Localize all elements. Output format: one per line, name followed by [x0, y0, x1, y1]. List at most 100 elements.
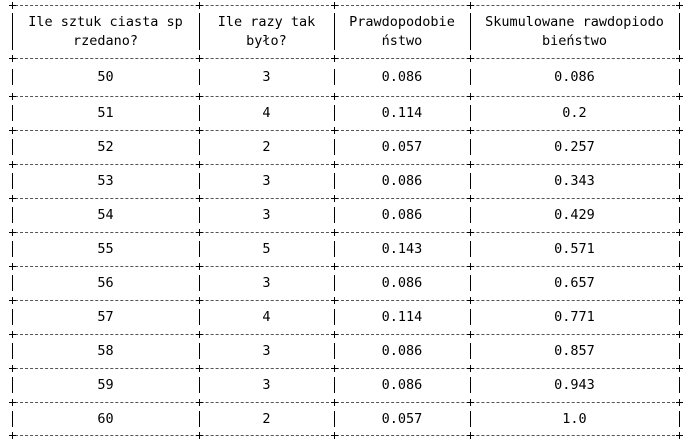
table-cell: 4: [262, 309, 271, 325]
table-corner: [331, 365, 338, 372]
column-separator: [199, 139, 200, 155]
column-separator: [470, 69, 471, 85]
table-corner: [676, 93, 683, 100]
table-corner: [196, 93, 203, 100]
table-corner: [331, 93, 338, 100]
table-cell: 0.571: [554, 241, 595, 257]
table-corner: [331, 432, 338, 439]
table-corner: [467, 432, 474, 439]
table-corner: [467, 365, 474, 372]
column-separator: [199, 377, 200, 393]
table-cell: 3: [262, 275, 271, 291]
column-separator: [12, 275, 13, 291]
column-separator: [334, 309, 335, 325]
column-separator: [334, 13, 335, 50]
table-corner: [676, 399, 683, 406]
table-cell: 0.943: [554, 377, 595, 393]
column-separator: [199, 309, 200, 325]
table-corner: [331, 127, 338, 134]
column-separator: [470, 13, 471, 50]
table-corner: [331, 229, 338, 236]
table-corner: [9, 195, 16, 202]
table-cell: 60: [97, 410, 114, 427]
table-cell: 54: [97, 207, 114, 223]
table-cell: 0.057: [381, 139, 423, 155]
table-corner: [9, 93, 16, 100]
column-separator: [199, 173, 200, 189]
table-corner: [467, 229, 474, 236]
column-separator: [12, 309, 13, 325]
column-separator: [470, 377, 471, 393]
header-rule: [10, 58, 680, 59]
column-separator: [199, 69, 200, 85]
table-corner: [9, 55, 16, 62]
table-cell: 0.086: [381, 343, 423, 359]
table-corner: [467, 297, 474, 304]
table-corner: [467, 2, 474, 9]
table-corner: [196, 55, 203, 62]
table-cell: 0.771: [554, 309, 595, 325]
table-corner: [196, 331, 203, 338]
table-cell: 52: [97, 139, 114, 155]
table-cell: 0.343: [554, 173, 595, 189]
column-separator: [12, 173, 13, 189]
column-separator: [12, 241, 13, 257]
column-separator: [470, 275, 471, 291]
table-corner: [331, 2, 338, 9]
column-separator: [199, 410, 200, 427]
column-separator: [679, 410, 680, 427]
table-cell: 3: [262, 69, 271, 85]
table-corner: [9, 297, 16, 304]
table-cell: 0.086: [381, 275, 423, 291]
row-rule: [10, 164, 680, 165]
column-separator: [679, 207, 680, 223]
column-separator: [12, 410, 13, 427]
column-separator: [679, 105, 680, 121]
column-header-line: Prawdopodobie: [349, 14, 455, 30]
row-rule: [10, 435, 680, 436]
table-cell: 0.257: [554, 139, 595, 155]
column-separator: [679, 275, 680, 291]
table-corner: [9, 229, 16, 236]
table-corner: [196, 297, 203, 304]
table-corner: [467, 263, 474, 270]
table-cell: 3: [262, 343, 271, 359]
table-cell: 0.114: [381, 309, 423, 325]
table-corner: [331, 399, 338, 406]
row-rule: [10, 96, 680, 97]
table-corner: [9, 399, 16, 406]
table-corner: [467, 93, 474, 100]
table-cell: 3: [262, 377, 271, 393]
column-separator: [199, 241, 200, 257]
table-corner: [676, 229, 683, 236]
table-cell: 56: [97, 275, 114, 291]
column-separator: [470, 309, 471, 325]
column-separator: [12, 13, 13, 50]
column-separator: [470, 173, 471, 189]
table-cell: 55: [97, 241, 114, 257]
row-rule: [10, 198, 680, 199]
column-separator: [334, 207, 335, 223]
table-corner: [331, 161, 338, 168]
table-cell: 0.857: [554, 343, 595, 359]
column-separator: [470, 139, 471, 155]
column-header-line: było?: [246, 33, 287, 49]
table-cell: 0.657: [554, 275, 595, 291]
table-cell: 50: [97, 69, 114, 85]
table-corner: [9, 432, 16, 439]
column-header-line: Ile razy tak: [217, 14, 316, 30]
table-corner: [196, 399, 203, 406]
table-corner: [467, 55, 474, 62]
table-cell: 53: [97, 173, 114, 189]
table-corner: [676, 432, 683, 439]
table-cell: 4: [262, 105, 271, 121]
column-separator: [679, 173, 680, 189]
table-cell: 0.086: [381, 377, 423, 393]
table-corner: [676, 2, 683, 9]
table-corner: [9, 263, 16, 270]
table-cell: 57: [97, 309, 114, 325]
row-rule: [10, 334, 680, 335]
row-rule: [10, 130, 680, 131]
table-cell: 2: [262, 410, 271, 427]
